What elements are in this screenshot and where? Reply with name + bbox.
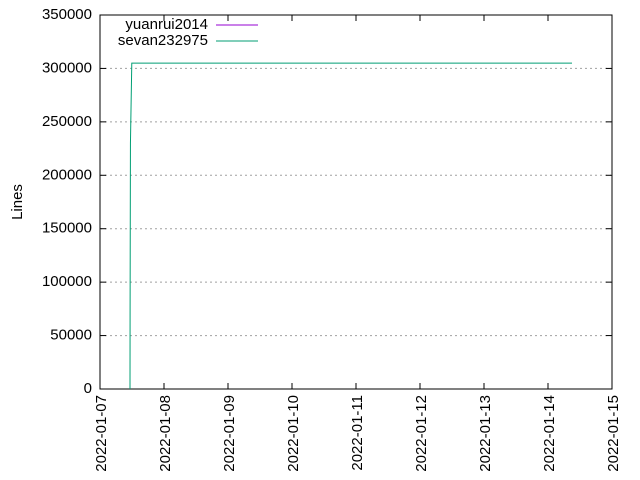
plot-border <box>99 14 613 390</box>
y-tick-label: 150000 <box>42 220 92 237</box>
legend-label: sevan232975 <box>118 32 208 49</box>
series-line <box>129 62 572 390</box>
y-tick-label: 0 <box>84 380 92 397</box>
y-tick-label: 200000 <box>42 166 92 183</box>
y-axis-label: Lines <box>9 184 26 220</box>
x-tick-label: 2022-01-11 <box>349 395 366 471</box>
legend-label: yuanrui2014 <box>125 16 208 33</box>
x-tick-label: 2022-01-08 <box>157 395 174 472</box>
y-tick-label: 100000 <box>42 273 92 290</box>
x-tick-label: 2022-01-15 <box>605 395 622 472</box>
y-tick-label: 300000 <box>42 59 92 76</box>
y-tick-label: 50000 <box>50 327 92 344</box>
x-tick-label: 2022-01-13 <box>477 395 494 472</box>
x-tick-label: 2022-01-10 <box>285 395 302 472</box>
x-tick-label: 2022-01-12 <box>413 395 430 472</box>
x-tick-label: 2022-01-09 <box>221 395 238 472</box>
y-tick-label: 350000 <box>42 6 92 23</box>
x-tick-label: 2022-01-07 <box>93 395 110 472</box>
x-tick-label: 2022-01-14 <box>541 395 558 472</box>
y-tick-label: 250000 <box>42 113 92 130</box>
